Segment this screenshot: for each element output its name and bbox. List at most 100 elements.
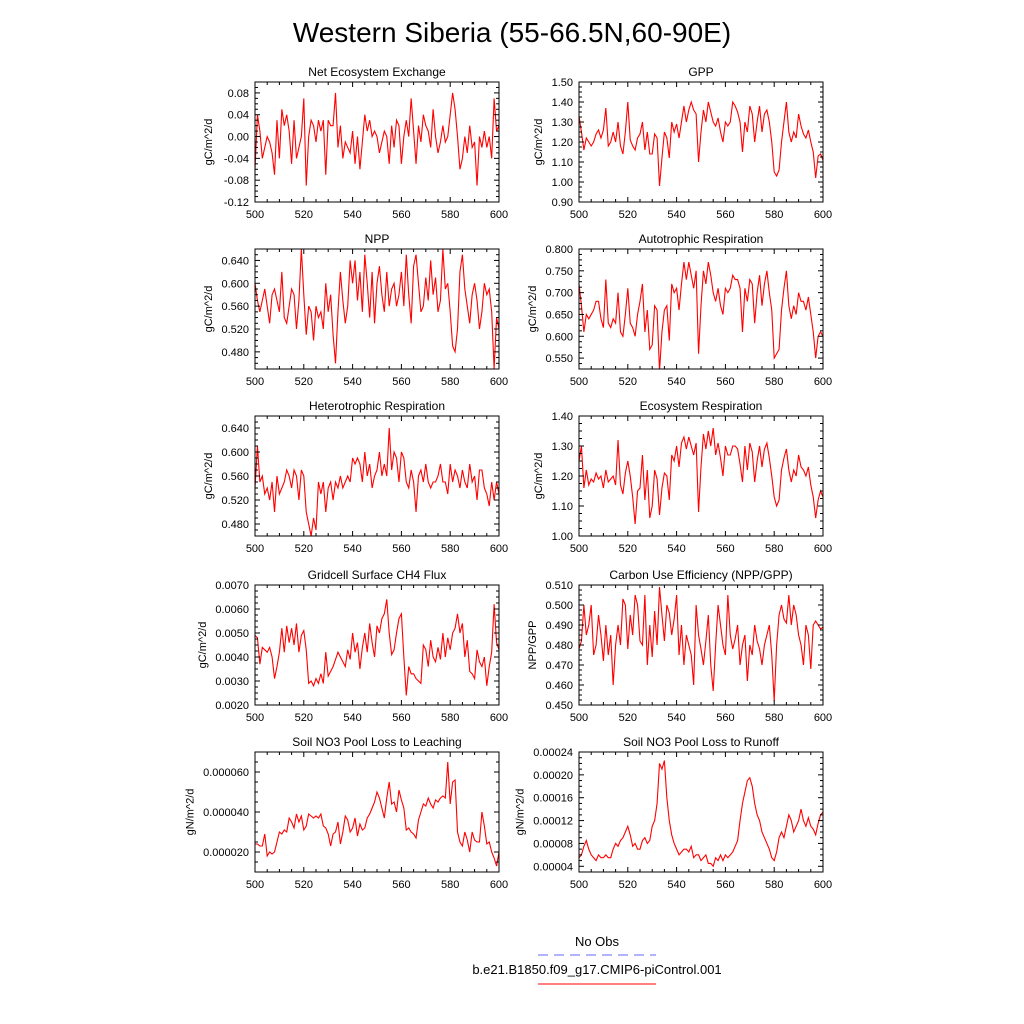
x-tick-label: 540: [343, 543, 361, 555]
panel-7: 500 520 540 560 580 600 0.0020 0.0030 0.0040 0.00…: [197, 568, 508, 724]
panel-3: 500 520 540 560 580 600 0.480 0.520 0.560 0.600 0.…: [203, 232, 508, 388]
x-tick-label: 580: [441, 543, 459, 555]
y-tick-label: 0.00024: [533, 747, 573, 759]
x-tick-label: 500: [570, 209, 588, 221]
y-tick-label: 0.550: [545, 353, 573, 365]
y-tick-label: 0.480: [221, 347, 249, 359]
x-tick-label: 600: [490, 879, 508, 891]
x-tick-label: 540: [343, 879, 361, 891]
x-tick-label: 520: [619, 209, 637, 221]
panel-4-series-line: [579, 261, 823, 369]
x-tick-label: 500: [570, 376, 588, 388]
panel-2-series-line: [579, 100, 823, 187]
y-axis-label: gC/m^2/d: [527, 286, 539, 333]
x-tick-label: 560: [392, 712, 410, 724]
y-tick-label: 1.20: [552, 137, 573, 149]
x-tick-label: 600: [814, 209, 832, 221]
y-tick-label: 0.800: [545, 244, 573, 256]
panel-10-series-line: [579, 760, 823, 868]
panel-frame: [254, 81, 500, 203]
y-tick-label: 0.000020: [203, 847, 249, 859]
x-tick-label: 500: [246, 712, 264, 724]
x-tick-label: 560: [392, 879, 410, 891]
y-axis-label: gC/m^2/d: [197, 622, 209, 669]
y-axis-label: NPP/GPP: [527, 621, 539, 670]
x-tick-label: 600: [490, 376, 508, 388]
x-tick-label: 600: [814, 543, 832, 555]
x-tick-label: 560: [716, 543, 734, 555]
x-tick-label: 600: [814, 376, 832, 388]
y-tick-label: 0.640: [221, 255, 249, 267]
y-tick-label: 0.00016: [533, 793, 573, 805]
x-tick-label: 600: [814, 712, 832, 724]
x-tick-label: 580: [765, 543, 783, 555]
y-tick-label: 1.10: [552, 157, 573, 169]
y-tick-label: 0.00004: [533, 861, 573, 873]
x-tick-label: 600: [814, 879, 832, 891]
y-tick-label: 0.480: [545, 640, 573, 652]
y-tick-label: 0.750: [545, 266, 573, 278]
x-tick-label: 500: [570, 543, 588, 555]
x-tick-label: 520: [619, 712, 637, 724]
x-tick-label: 580: [441, 712, 459, 724]
legend-obs-label: No Obs: [575, 934, 620, 949]
panel-frame: [578, 751, 824, 873]
y-axis-label: gC/m^2/d: [203, 286, 215, 333]
panel-8: 500 520 540 560 580 600 0.450 0.460 0.470 0.480 0.…: [527, 568, 832, 724]
y-axis-label: gC/m^2/d: [203, 453, 215, 500]
x-tick-label: 560: [716, 879, 734, 891]
x-tick-label: 520: [619, 543, 637, 555]
panel-1: 500 520 540 560 580 600 -0.12 -0.08 -0.04 0.00 0.0…: [203, 65, 508, 221]
x-tick-label: 500: [246, 376, 264, 388]
x-tick-label: 520: [619, 376, 637, 388]
y-tick-label: 0.520: [221, 495, 249, 507]
panel-9-series-line: [255, 761, 499, 867]
x-tick-label: 600: [490, 712, 508, 724]
panel-4: 500 520 540 560 580 600 0.550 0.600 0.650 0.700 0.…: [527, 232, 832, 388]
panel-6-series-line: [579, 427, 823, 525]
y-tick-label: 0.500: [545, 600, 573, 612]
panel-6: 500 520 540 560 580 600 1.00 1.10 1.20 1.30 1.40 Ec…: [533, 399, 832, 555]
panel-title: NPP: [365, 232, 390, 246]
x-tick-label: 600: [490, 543, 508, 555]
panel-title: Ecosystem Respiration: [640, 399, 763, 413]
x-tick-label: 580: [441, 209, 459, 221]
x-tick-label: 580: [765, 712, 783, 724]
panel-frame: [254, 751, 500, 873]
x-tick-label: 520: [619, 879, 637, 891]
y-tick-label: 1.20: [552, 471, 573, 483]
y-tick-label: 0.0070: [215, 580, 249, 592]
y-tick-label: 0.490: [545, 620, 573, 632]
panel-1-series-line: [255, 92, 499, 186]
x-tick-label: 540: [667, 712, 685, 724]
panel-title: Carbon Use Efficiency (NPP/GPP): [609, 568, 792, 582]
x-tick-label: 500: [570, 712, 588, 724]
y-tick-label: 1.00: [552, 177, 573, 189]
x-tick-label: 520: [295, 376, 313, 388]
x-tick-label: 520: [295, 879, 313, 891]
x-tick-label: 540: [667, 209, 685, 221]
y-tick-label: 0.510: [545, 580, 573, 592]
y-axis-label: gC/m^2/d: [533, 119, 545, 166]
panel-7-series-line: [255, 599, 499, 696]
panel-frame: [254, 415, 500, 537]
y-tick-label: 0.600: [545, 331, 573, 343]
x-tick-label: 540: [343, 209, 361, 221]
panel-title: Autotrophic Respiration: [639, 232, 764, 246]
panel-title: Soil NO3 Pool Loss to Leaching: [292, 735, 461, 749]
y-axis-label: gC/m^2/d: [533, 453, 545, 500]
panel-title: Gridcell Surface CH4 Flux: [308, 568, 447, 582]
panel-5-series-line: [255, 427, 499, 536]
x-tick-label: 580: [441, 879, 459, 891]
x-tick-label: 560: [392, 376, 410, 388]
y-tick-label: 0.00: [228, 132, 249, 144]
legend: No Obs b.e21.B1850.f09_g17.CMIP6-piContr…: [472, 934, 722, 985]
y-tick-label: 0.700: [545, 288, 573, 300]
y-tick-label: 0.00008: [533, 838, 573, 850]
x-tick-label: 500: [570, 879, 588, 891]
x-tick-label: 500: [246, 209, 264, 221]
y-tick-label: 1.30: [552, 441, 573, 453]
y-tick-label: 0.600: [221, 278, 249, 290]
x-tick-label: 560: [392, 209, 410, 221]
